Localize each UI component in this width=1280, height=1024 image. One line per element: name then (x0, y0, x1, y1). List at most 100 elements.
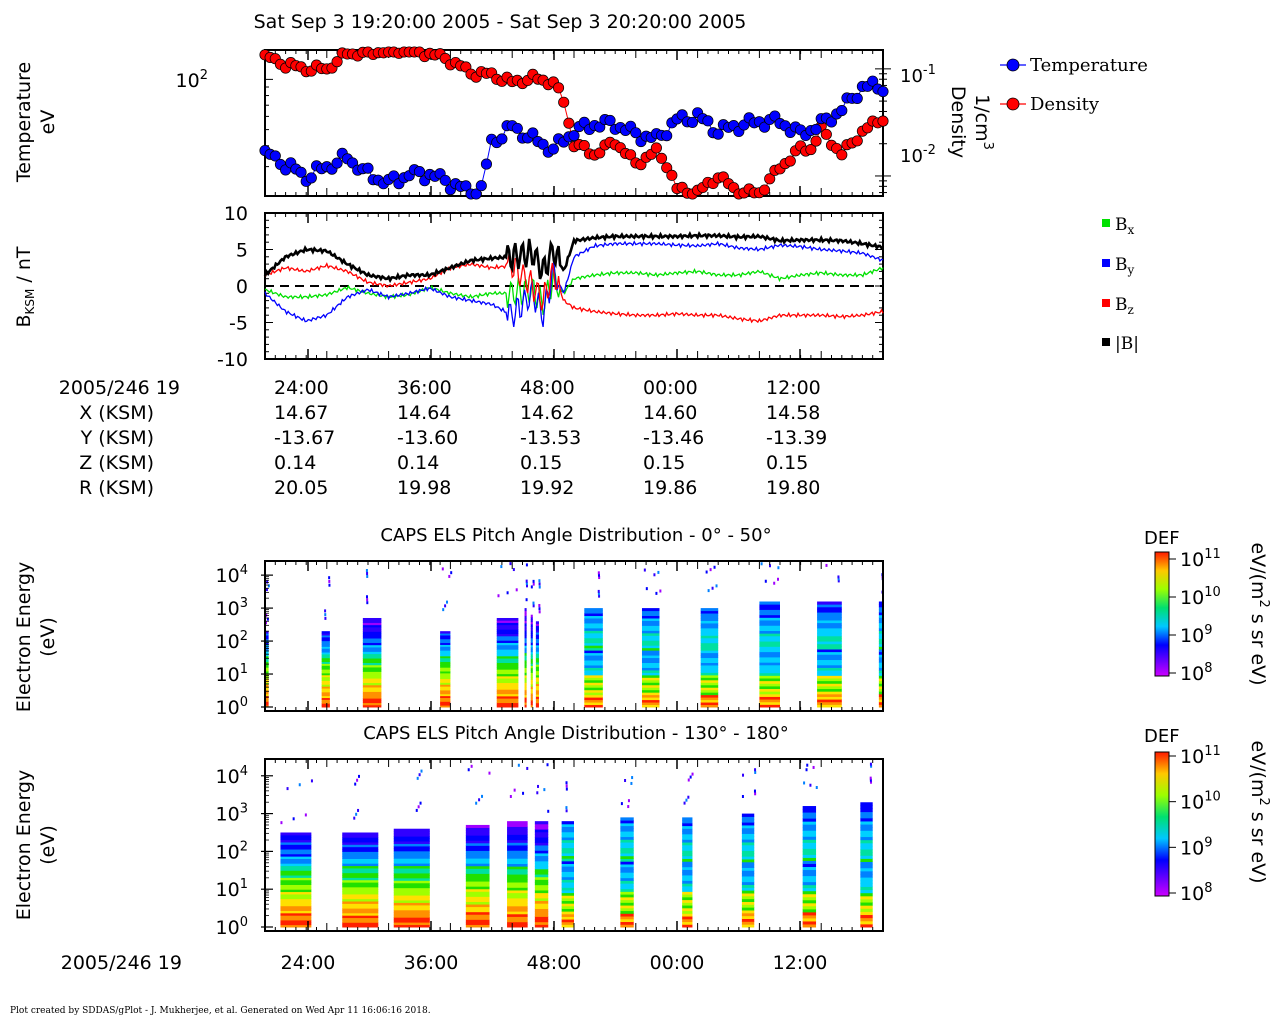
spectrogram-2-pixel (620, 869, 634, 873)
spectrogram-2-pixel (741, 853, 755, 857)
spectrogram-2-pixel (507, 874, 528, 878)
spectrogram-1-pixel (321, 674, 330, 678)
spectrogram-2-pixel (561, 905, 574, 909)
spectrogram-2-pixel (620, 885, 634, 890)
density-marker (625, 149, 637, 161)
spectrogram-1-pixel (700, 610, 719, 614)
energy-tick-label: 104 (216, 764, 248, 788)
spectrogram-1-pixel (584, 647, 603, 651)
spectrogram-2-pixel (393, 877, 430, 881)
legend-temperature: Temperature (1030, 55, 1148, 76)
spectrogram-1-pixel (524, 630, 527, 634)
spectrogram-2-pixel (741, 875, 755, 880)
colorbar-2-ticks: 1011 1010 109 108 (1169, 744, 1221, 905)
spectrogram-1-speck (713, 565, 716, 569)
spectrogram-2-pixel (802, 806, 817, 810)
spectrogram-1-speck (538, 579, 541, 583)
spectrogram-1-pixel (817, 659, 842, 663)
spectrogram-2-pixel (465, 896, 490, 900)
spectrogram-1-pixel (496, 680, 519, 684)
spectrogram-2-pixel (741, 892, 755, 897)
spectrogram-2-pixel (393, 848, 430, 852)
spectrogram-2-pixel (620, 896, 634, 901)
spectrogram-2-speck (286, 787, 289, 791)
spectrogram-1-speck (711, 586, 714, 590)
spectrogram-2-pixel (393, 904, 430, 908)
spectrogram-1-pixel (535, 655, 539, 659)
spectrogram-1-pixel (759, 601, 780, 605)
spectrogram-2-speck (754, 770, 757, 774)
spectrogram-1-pixel (584, 702, 603, 706)
spectrogram-2-pixel (620, 918, 634, 923)
spectrogram-2-ticks: 100 101 102 103 104 (216, 759, 874, 939)
spectrogram-1-pixel (362, 678, 382, 681)
spectrogram-1-pixel (496, 669, 519, 672)
spectrogram-2-speck (687, 795, 690, 799)
energy-tick-label: 101 (216, 877, 248, 901)
spectrogram-2-speck (420, 769, 423, 773)
spectrogram-2-pixel (507, 847, 528, 851)
spectrogram-2-pixel (280, 872, 312, 876)
spectrogram-2-pixel (620, 921, 634, 925)
spectrogram-1-pixel (362, 700, 382, 704)
spectrogram-1-ylabel: Electron Energy (13, 562, 35, 713)
spectrogram-2-pixel (860, 889, 873, 894)
spectrogram-2-pixel (802, 899, 817, 904)
spectrogram-2-pixel (682, 842, 693, 846)
spectrogram-1-pixel (759, 612, 780, 616)
spectrogram-2-pixel (342, 846, 379, 850)
spectrogram-1-pixel (878, 670, 883, 674)
spectrogram-1-pixel (524, 647, 527, 651)
spectrogram-1-pixel (524, 617, 527, 621)
spectrogram-2-pixel (741, 915, 755, 919)
spectrogram-2-pixel (507, 850, 528, 854)
colorbar-1-ticks: 1011 1010 109 108 (1169, 547, 1221, 685)
energy-tick-label: 100 (216, 915, 248, 939)
spectrogram-2-speck (870, 764, 873, 768)
spectrogram-2-pixel (860, 852, 873, 856)
spectrogram-1-pixel (584, 699, 603, 703)
spectrogram-1-pixel (321, 688, 330, 691)
spectrogram-2-pixel (682, 825, 693, 829)
plasma-legend: Temperature Density (1000, 55, 1148, 115)
density-ylabel-unit: 1/cm3 (971, 94, 995, 150)
spectrogram-1-pixel (530, 628, 533, 632)
spectrogram-2-speck (358, 774, 360, 778)
spectrogram-1-pixel (878, 667, 883, 671)
spectrogram-2-pixel (280, 867, 312, 871)
spectrogram-2-pixel (507, 921, 528, 925)
ephemeris-row-label: Z (KSM) (79, 452, 154, 474)
spectrogram-2-pixel (465, 914, 490, 918)
spectrogram-1-pixel (641, 625, 660, 629)
spectrogram-2-pixel (682, 817, 693, 821)
spectrogram-1-pixel (641, 637, 660, 641)
spectrogram-1-pixel (440, 676, 451, 680)
spectrogram-1-pixel (759, 638, 780, 642)
ephemeris-r: 19.92 (520, 477, 574, 499)
colorbar-tick-label: 1011 (1180, 744, 1221, 768)
spectrogram-2-pixel (802, 923, 817, 928)
spectrogram-2-pixel (802, 884, 817, 889)
spectrogram-1-speck (532, 601, 535, 605)
spectrogram-2-pixel (393, 868, 430, 871)
temperature-marker (661, 130, 673, 142)
spectrogram-1-pixel (524, 674, 527, 678)
spectrogram-2-speck (630, 781, 633, 785)
spectrogram-2-speck (742, 773, 745, 777)
spectrogram-1-pixel (584, 657, 603, 661)
spectrogram-1-speck (777, 566, 780, 570)
spectrogram-1-pixel (321, 672, 330, 676)
spectrogram-2-pixel (393, 872, 430, 876)
spectrogram-1-pixel (584, 679, 603, 683)
spectrogram-1-speck (764, 579, 767, 583)
spectrogram-2-pixel (465, 911, 490, 915)
spectrogram-2-pixel (741, 887, 755, 891)
spectrogram-1-pixel (440, 653, 451, 657)
magfield-series-by (264, 240, 884, 328)
spectrogram-1-pixel (321, 705, 330, 708)
spectrogram-1-pixel (759, 625, 780, 629)
spectrogram-1-speck (444, 604, 447, 608)
spectrogram-2-speck (869, 776, 872, 780)
spectrogram-1-pixel (817, 612, 842, 616)
spectrogram-2-pixel (465, 893, 490, 897)
